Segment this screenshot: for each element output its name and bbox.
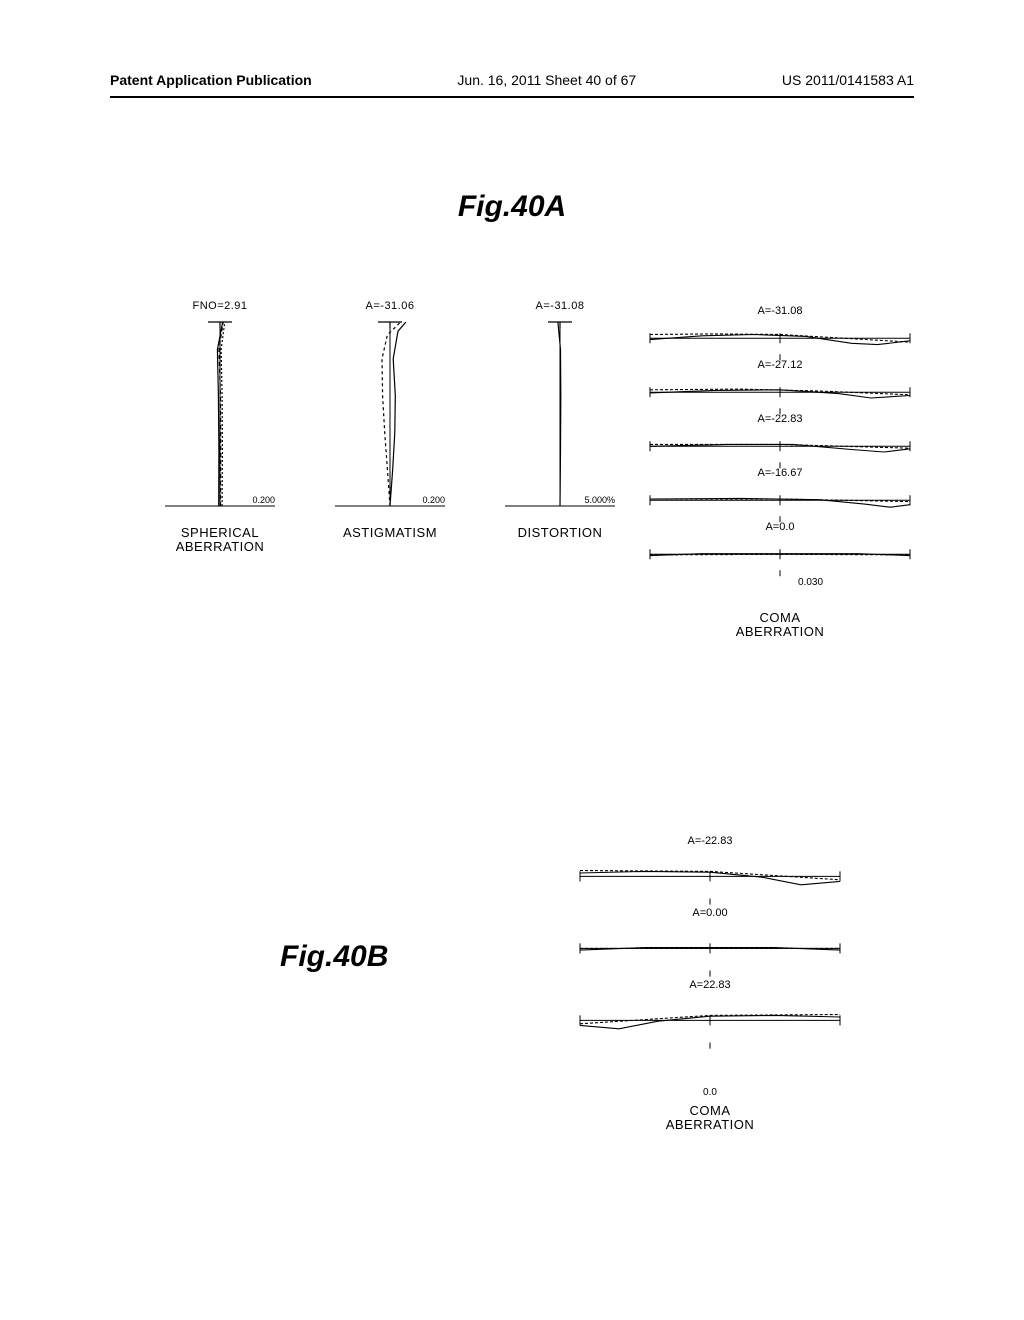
coma-label-a: COMA ABERRATION xyxy=(630,611,930,640)
coma-label-a-1: COMA xyxy=(760,610,801,625)
distortion-label: DISTORTION xyxy=(480,526,640,540)
header-rule xyxy=(110,96,914,98)
spherical-label-1: SPHERICAL xyxy=(181,525,259,540)
coma-label-b-2: ABERRATION xyxy=(666,1117,755,1132)
distortion-chart: 5.000% xyxy=(495,314,625,524)
distortion-panel: A=-31.08 5.000% DISTORTION xyxy=(480,300,640,540)
svg-text:0.200: 0.200 xyxy=(252,495,275,505)
coma-panel-b: A=-22.83 A=0.00 A=22.83 0.0 COMA ABERRATIO… xyxy=(560,830,860,1133)
header-right: US 2011/0141583 A1 xyxy=(782,72,914,88)
coma-scale-b: 0.0 xyxy=(560,1087,860,1098)
figure-title-b: Fig.40B xyxy=(280,940,388,974)
svg-text:A=-22.83: A=-22.83 xyxy=(758,413,803,425)
spherical-label-2: ABERRATION xyxy=(176,539,265,554)
astigmatism-label-1: ASTIGMATISM xyxy=(343,525,437,540)
coma-chart-b: A=-22.83 A=0.00 A=22.83 xyxy=(560,830,860,1080)
spherical-header: FNO=2.91 xyxy=(140,300,300,312)
header-mid: Jun. 16, 2011 Sheet 40 of 67 xyxy=(457,72,636,88)
astigmatism-header: A=-31.06 xyxy=(310,300,470,312)
svg-text:A=0.0: A=0.0 xyxy=(765,521,794,533)
svg-text:0.030: 0.030 xyxy=(798,577,823,588)
svg-text:A=-16.67: A=-16.67 xyxy=(758,467,803,479)
astigmatism-panel: A=-31.06 0.200 ASTIGMATISM xyxy=(310,300,470,540)
svg-text:A=0.00: A=0.00 xyxy=(692,907,727,919)
svg-text:A=-31.08: A=-31.08 xyxy=(758,305,803,317)
astigmatism-label: ASTIGMATISM xyxy=(310,526,470,540)
coma-label-b-1: COMA xyxy=(690,1103,731,1118)
header-left: Patent Application Publication xyxy=(110,72,312,88)
svg-text:A=22.83: A=22.83 xyxy=(689,979,730,991)
spherical-chart: 0.200 xyxy=(155,314,285,524)
distortion-header: A=-31.08 xyxy=(480,300,640,312)
spherical-panel: FNO=2.91 0.200 SPHERICAL ABERRATION xyxy=(140,300,300,555)
distortion-label-1: DISTORTION xyxy=(518,525,603,540)
coma-label-b: COMA ABERRATION xyxy=(560,1104,860,1133)
svg-text:5.000%: 5.000% xyxy=(584,495,615,505)
astigmatism-chart: 0.200 xyxy=(325,314,455,524)
coma-label-a-2: ABERRATION xyxy=(736,624,825,639)
figure-title-a: Fig.40A xyxy=(0,190,1024,224)
svg-text:A=-22.83: A=-22.83 xyxy=(688,835,733,847)
coma-panel-a: A=-31.08 A=-27.12 A=-22.83 A=-16.67 A=0.0 0.0… xyxy=(630,300,930,640)
spherical-label: SPHERICAL ABERRATION xyxy=(140,526,300,555)
page-header: Patent Application Publication Jun. 16, … xyxy=(0,72,1024,88)
svg-text:A=-27.12: A=-27.12 xyxy=(758,359,803,371)
svg-text:0.200: 0.200 xyxy=(422,495,445,505)
coma-chart-a: A=-31.08 A=-27.12 A=-22.83 A=-16.67 A=0.0 0.0… xyxy=(630,300,930,600)
